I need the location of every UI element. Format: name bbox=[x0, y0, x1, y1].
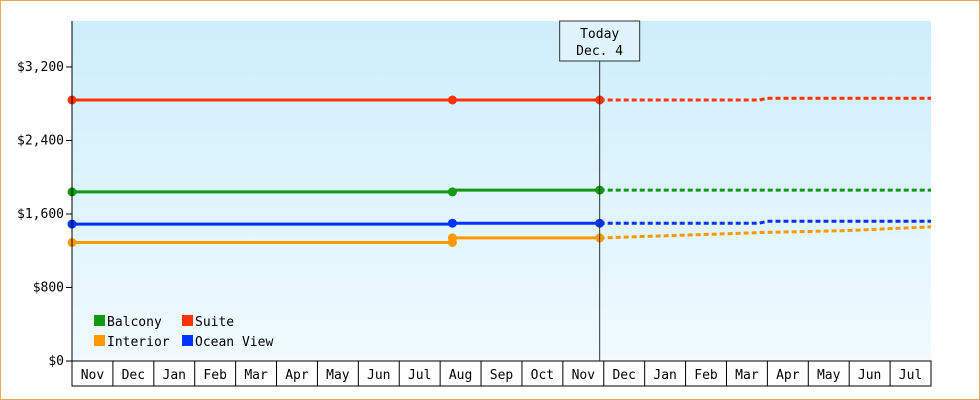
x-tick-label: Mar bbox=[735, 368, 759, 383]
x-tick-label: Apr bbox=[776, 368, 800, 383]
x-tick-label: May bbox=[817, 368, 841, 383]
legend-label: Suite bbox=[195, 315, 234, 330]
x-tick-label: Jun bbox=[858, 368, 881, 383]
data-point-balcony bbox=[447, 187, 457, 197]
today-date: Dec. 4 bbox=[576, 44, 623, 59]
legend-label: Interior bbox=[107, 335, 170, 350]
data-point-suite bbox=[447, 95, 457, 105]
y-tick-label: $0 bbox=[48, 354, 64, 369]
x-tick-label: Jul bbox=[408, 368, 431, 383]
y-tick-label: $1,600 bbox=[17, 207, 64, 222]
x-tick-label: Jan bbox=[653, 368, 676, 383]
x-tick-label: Mar bbox=[244, 368, 268, 383]
series-line-ocean-view bbox=[72, 221, 600, 226]
today-label: Today bbox=[580, 27, 619, 42]
y-tick-label: $3,200 bbox=[17, 60, 64, 75]
x-tick-label: Aug bbox=[449, 368, 472, 383]
legend-label: Ocean View bbox=[195, 335, 273, 350]
data-point-ocean-view bbox=[447, 218, 457, 228]
legend-label: Balcony bbox=[107, 315, 162, 330]
legend-swatch bbox=[182, 315, 193, 326]
x-tick-label: Jul bbox=[899, 368, 922, 383]
today-box bbox=[559, 20, 641, 62]
y-tick-label: $800 bbox=[33, 280, 64, 295]
legend-swatch bbox=[94, 335, 105, 346]
x-tick-label: Sep bbox=[490, 368, 514, 383]
legend-swatch bbox=[182, 335, 193, 346]
x-tick-label: Feb bbox=[694, 368, 718, 383]
series-forecast-line-ocean-view bbox=[599, 219, 931, 225]
series-forecast-line-interior bbox=[599, 225, 932, 240]
x-tick-label: Jan bbox=[163, 368, 186, 383]
data-point-interior bbox=[447, 233, 457, 243]
x-axis-band bbox=[71, 360, 932, 387]
x-tick-label: Apr bbox=[285, 368, 309, 383]
x-tick-label: Feb bbox=[203, 368, 227, 383]
x-tick-label: Jun bbox=[367, 368, 390, 383]
x-tick-label: May bbox=[326, 368, 350, 383]
x-tick-label: Nov bbox=[81, 368, 105, 383]
x-tick-label: Dec bbox=[612, 368, 635, 383]
x-tick-label: Oct bbox=[531, 368, 554, 383]
x-tick-label: Dec bbox=[122, 368, 145, 383]
y-tick-label: $2,400 bbox=[17, 133, 64, 148]
series-forecast-line-suite bbox=[599, 96, 931, 102]
legend-swatch bbox=[94, 315, 105, 326]
x-tick-label: Nov bbox=[572, 368, 596, 383]
